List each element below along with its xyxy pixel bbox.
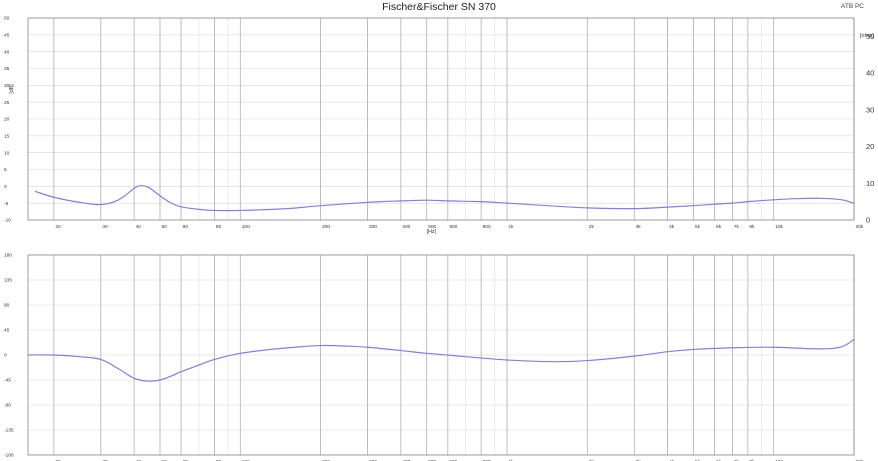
x-tick-label: 200 bbox=[322, 459, 330, 461]
x-tick-label: 4k bbox=[669, 459, 675, 461]
x-tick-label: 5k bbox=[695, 224, 701, 230]
x-tick-label: 3k bbox=[636, 459, 642, 461]
x-tick-label: 3k bbox=[636, 224, 642, 230]
x-tick-label: 800 bbox=[483, 224, 491, 230]
x-tick-label: 40 bbox=[136, 459, 142, 461]
x-tick-label: 8k bbox=[749, 459, 755, 461]
x-tick-label: 80 bbox=[216, 459, 222, 461]
plot-frame bbox=[27, 17, 855, 221]
x-tick-label: 400 bbox=[402, 224, 410, 230]
x-tick-label: 800 bbox=[483, 459, 491, 461]
impedance-curve bbox=[34, 185, 855, 212]
y2-axis-label: [ohm] bbox=[860, 33, 874, 39]
x-tick-label: 100 bbox=[242, 459, 250, 461]
y-tick-label: -10 bbox=[4, 218, 11, 224]
x-tick-label: 2k bbox=[589, 224, 595, 230]
y2-tick-label: 30 bbox=[866, 105, 874, 114]
x-tick-label: 600 bbox=[449, 224, 457, 230]
y-tick-label: 20 bbox=[4, 117, 10, 123]
x-tick-label: 5k bbox=[695, 459, 701, 461]
x-tick-label: 100 bbox=[242, 224, 250, 230]
y-tick-label: -45 bbox=[4, 378, 11, 384]
y-tick-label: 40 bbox=[4, 49, 10, 55]
x-tick-label: 1k bbox=[508, 459, 514, 461]
x-tick-label: 500 bbox=[428, 459, 436, 461]
x-tick-label: 10k bbox=[775, 459, 783, 461]
y-tick-label: 135 bbox=[4, 278, 12, 284]
x-tick-label: 80 bbox=[216, 224, 222, 230]
y2-tick-label: 20 bbox=[866, 142, 874, 151]
y-tick-label: 10 bbox=[4, 150, 10, 156]
y2-tick-label: 50 bbox=[866, 32, 874, 41]
y-tick-label: 35 bbox=[4, 66, 10, 72]
y2-tick-label: 40 bbox=[866, 69, 874, 78]
x-tick-label: 30 bbox=[102, 459, 108, 461]
x-tick-label: 50 bbox=[161, 224, 167, 230]
x-tick-label: 6k bbox=[716, 459, 722, 461]
y-tick-label: 180 bbox=[4, 253, 12, 259]
y2-tick-label: 10 bbox=[866, 179, 874, 188]
x-tick-label: 600 bbox=[449, 459, 457, 461]
x-tick-label: 7k bbox=[734, 459, 740, 461]
x-tick-label: 20 bbox=[55, 459, 61, 461]
y-tick-label: 45 bbox=[4, 328, 10, 334]
y-tick-label: 25 bbox=[4, 100, 10, 106]
y-tick-label: 0 bbox=[4, 353, 7, 359]
y-tick-label: 5 bbox=[4, 167, 7, 173]
chart-title: Fischer&Fischer SN 370 bbox=[382, 1, 496, 13]
x-tick-label: 20k bbox=[856, 459, 864, 461]
y-tick-label: -135 bbox=[4, 428, 14, 434]
y-tick-label: 50 bbox=[4, 16, 10, 22]
x-tick-label: 500 bbox=[428, 224, 436, 230]
x-axis-label: [Hz] bbox=[427, 229, 437, 235]
x-tick-label: 1k bbox=[508, 224, 514, 230]
x-tick-label: 400 bbox=[402, 459, 410, 461]
x-tick-label: 20k bbox=[856, 224, 864, 230]
y-tick-label: -90 bbox=[4, 403, 11, 409]
y-tick-label: -180 bbox=[4, 453, 14, 459]
x-tick-label: 30 bbox=[102, 224, 108, 230]
x-tick-label: 300 bbox=[369, 459, 377, 461]
y-tick-label: -5 bbox=[4, 201, 9, 207]
y2-tick-label: 0 bbox=[866, 216, 870, 225]
phase-curve bbox=[27, 338, 855, 382]
y-tick-label: 0 bbox=[4, 184, 7, 190]
x-tick-label: 7k bbox=[734, 224, 740, 230]
x-tick-label: 60 bbox=[183, 224, 189, 230]
x-tick-label: 40 bbox=[136, 224, 142, 230]
y-axis-label: [dB] bbox=[9, 84, 15, 94]
x-tick-label: 20 bbox=[55, 224, 61, 230]
y-tick-label: 45 bbox=[4, 33, 10, 39]
x-tick-label: 60 bbox=[183, 459, 189, 461]
x-tick-label: 300 bbox=[369, 224, 377, 230]
x-tick-label: 4k bbox=[669, 224, 675, 230]
y-tick-label: 90 bbox=[4, 303, 10, 309]
x-tick-label: 2k bbox=[589, 459, 595, 461]
y-tick-label: 30 bbox=[4, 83, 10, 89]
x-tick-label: 200 bbox=[322, 224, 330, 230]
x-tick-label: 50 bbox=[161, 459, 167, 461]
brand-label: ATB PC bbox=[841, 3, 864, 10]
x-tick-label: 8k bbox=[749, 224, 755, 230]
x-tick-label: 10k bbox=[775, 224, 783, 230]
y-tick-label: 15 bbox=[4, 134, 10, 140]
x-tick-label: 6k bbox=[716, 224, 722, 230]
